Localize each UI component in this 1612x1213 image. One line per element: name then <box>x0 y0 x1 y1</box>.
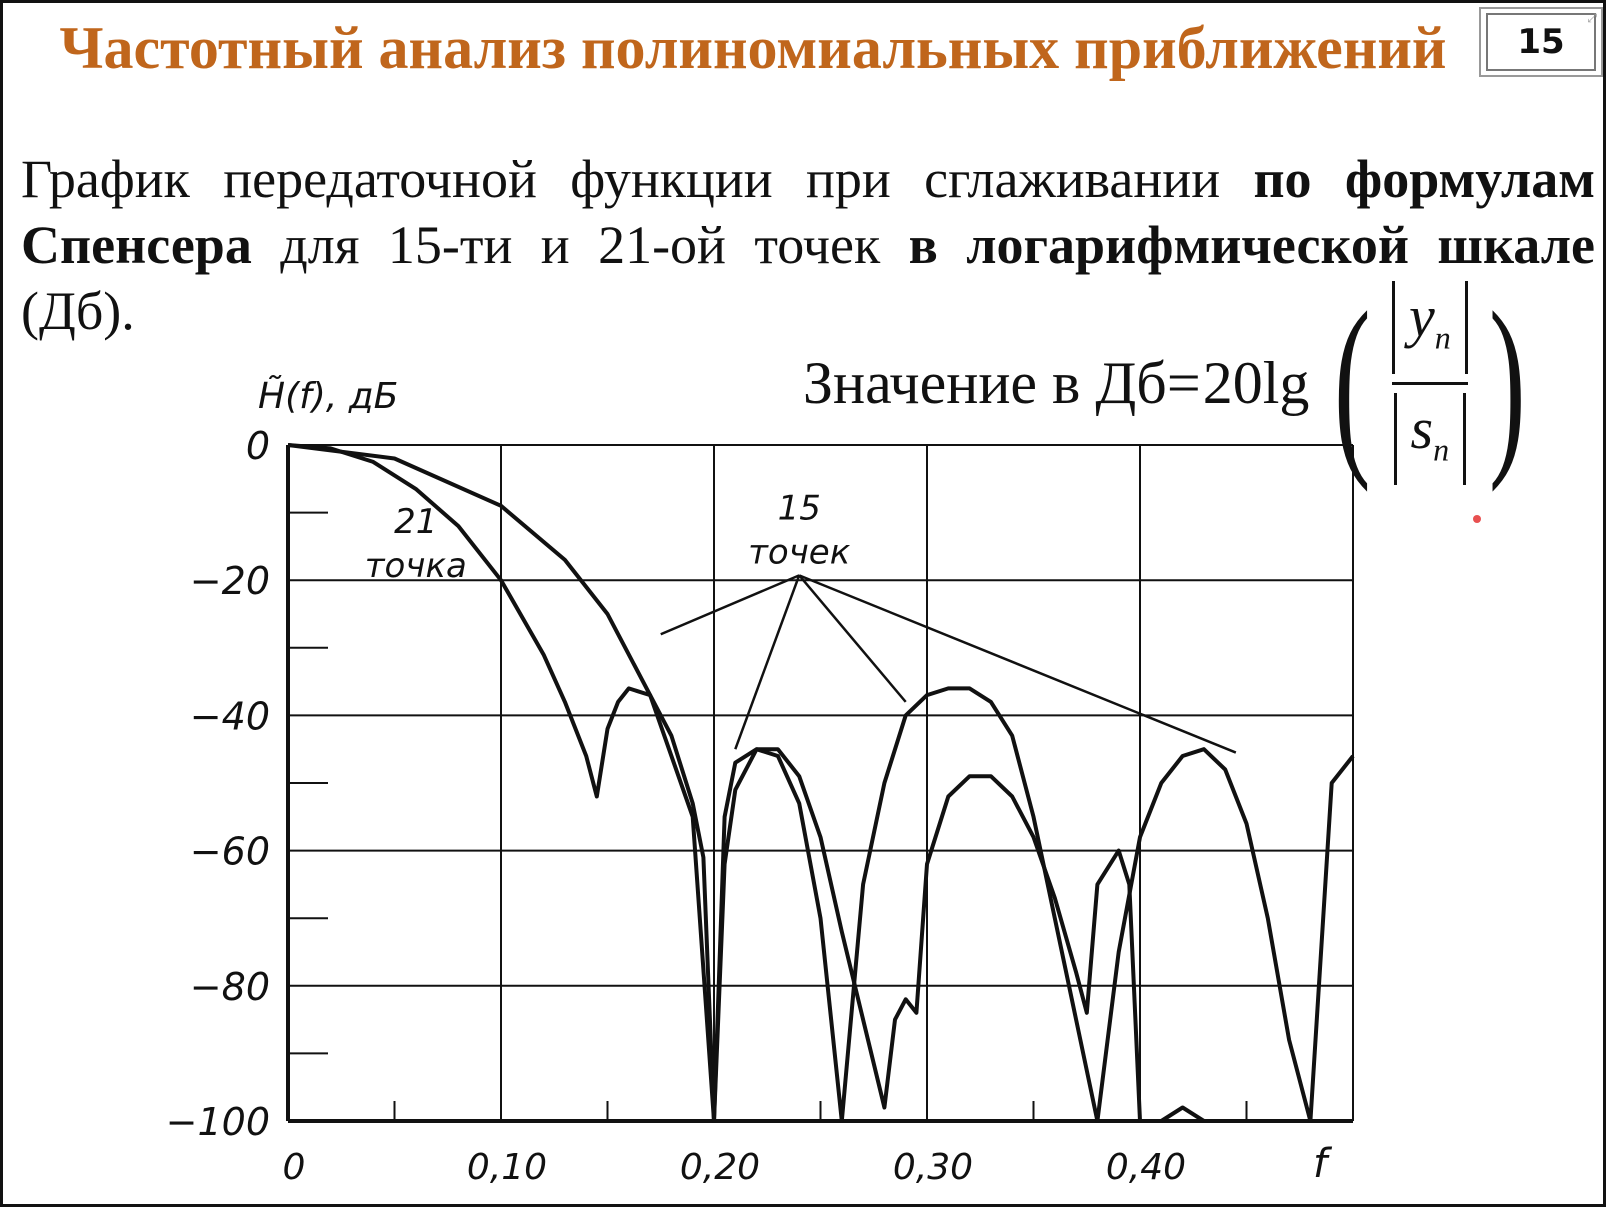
formula-label: Значение в Дб <box>803 349 1167 416</box>
annotation-label-1: точка <box>365 546 467 586</box>
slide-title: Частотный анализ полиномиальных приближе… <box>59 15 1447 81</box>
chart-series <box>287 443 1355 1123</box>
chart-labels: 0 −20 −40 −60 −80 −100 0 0,10 0,20 0,30 0,40 H̃(f),… <box>166 375 1333 1188</box>
annotation-leader-line <box>798 574 1237 754</box>
body-part-1: График передаточной функции при сглажива… <box>21 149 1254 209</box>
formula-function: 20lg <box>1202 349 1310 416</box>
expand-icon[interactable]: ⤢ <box>1587 11 1597 25</box>
x-tick-label: 0 <box>283 1147 306 1188</box>
y-tick-label: −20 <box>190 559 270 603</box>
page-number-badge: 15 ⤢ <box>1479 7 1603 77</box>
numerator-subscript: n <box>1434 319 1451 356</box>
series-line-2 <box>287 443 1355 1123</box>
x-axis-label: f <box>1313 1141 1333 1187</box>
page-number: 15 <box>1486 13 1596 71</box>
annotation-leader-line <box>734 574 801 750</box>
annotation-leader-line <box>660 574 800 636</box>
annotation-label-2: 15 <box>778 488 821 528</box>
denominator-subscript: n <box>1433 431 1450 468</box>
x-tick-label: 0,40 <box>1106 1147 1186 1188</box>
body-bold-1: по формулам Спенсера <box>21 149 1595 275</box>
fraction-numerator: yn <box>1391 280 1468 374</box>
y-tick-label: −40 <box>190 694 270 738</box>
y-axis-label: H̃(f), дБ <box>258 375 398 417</box>
denominator-var: s <box>1410 395 1434 461</box>
x-tick-label: 0,30 <box>893 1147 973 1188</box>
formula-equals: = <box>1166 349 1201 416</box>
annotation-leader-line <box>798 574 907 703</box>
x-tick-label: 0,20 <box>680 1147 760 1188</box>
y-tick-label: 0 <box>246 424 270 468</box>
body-part-2: для 15-ти и 21-ой точек <box>251 215 909 275</box>
fraction-bar <box>1391 381 1468 385</box>
x-tick-label: 0,10 <box>467 1147 547 1188</box>
chart-ticks <box>288 511 1248 1121</box>
annotation-label-1: 21 <box>394 502 437 542</box>
body-bold-2: в логарифмической шкале <box>908 215 1595 275</box>
y-tick-label: −100 <box>166 1100 270 1144</box>
formula-fraction: yn sn <box>1391 280 1468 486</box>
y-tick-label: −60 <box>190 830 270 874</box>
y-tick-label: −80 <box>190 965 270 1009</box>
fraction-denominator: sn <box>1393 392 1467 486</box>
frequency-response-chart: 0 −20 −40 −60 −80 −100 0 0,10 0,20 0,30 0,40 H̃(f),… <box>166 375 1355 1188</box>
laser-pointer-dot <box>1473 515 1481 523</box>
series-line-1 <box>287 443 1205 1123</box>
body-part-3: (Дб). <box>21 281 135 341</box>
right-paren: ) <box>1488 272 1526 493</box>
annotation-label-2: точек <box>748 532 851 572</box>
slide-body-text: График передаточной функции при сглажива… <box>21 146 1595 344</box>
numerator-var: y <box>1408 283 1435 349</box>
